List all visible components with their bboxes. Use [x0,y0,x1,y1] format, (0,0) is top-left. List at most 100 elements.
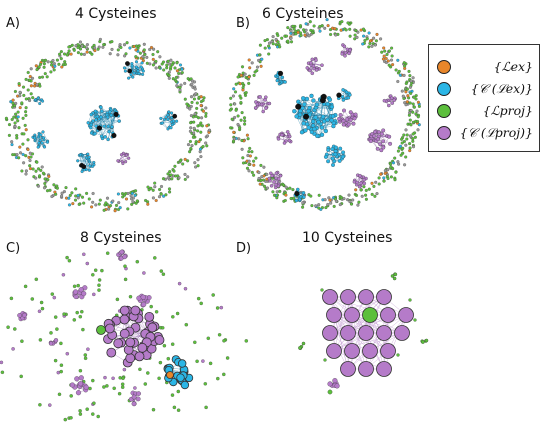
cluster-node [274,171,279,175]
ring-node [367,45,371,49]
ring-node [411,102,415,106]
ring-node [192,131,196,135]
cluster-node [108,110,112,114]
cluster-node [323,154,328,159]
ring-node [234,108,238,112]
scatter-node [96,414,100,419]
cluster-node [340,95,345,99]
ring-node [28,158,32,163]
small-node [413,318,417,322]
network-edge [310,63,323,66]
cluster-node [275,78,280,83]
cluster-node [86,152,90,156]
legend-item-c-lex: {𝒞 (ℒex)} [429,79,539,101]
ring-node [405,87,409,91]
ring-node [284,34,289,38]
cluster-node [136,69,140,73]
scatter-node [149,304,153,309]
legend-marker-blue [437,82,451,96]
ring-node [36,167,41,171]
cluster-node [338,146,343,151]
scatter-node [222,372,226,377]
ring-node [362,34,366,38]
cluster-node [375,146,380,151]
cluster-node [301,96,306,101]
ring-node [165,63,169,67]
ring-node [178,85,182,90]
ring-node [87,197,91,201]
ring-node [329,32,333,37]
ring-node [404,90,408,94]
ring-node [85,46,89,50]
scatter-node [49,331,53,335]
scatter-node [204,405,208,410]
ring-node [252,73,256,77]
ring-node [274,37,278,42]
ring-node [138,51,142,55]
ring-node [196,116,201,120]
network-8-cysteines [0,249,249,422]
scatter-node [216,376,220,381]
ring-node [289,36,293,40]
cluster-node [274,182,278,187]
cluster-node [393,272,398,277]
cluster-node [287,134,292,139]
ring-node [396,149,400,153]
ring-node [247,81,251,85]
ring-node [353,33,357,37]
ring-node [247,159,251,163]
ring-node [404,128,408,132]
scatter-node [23,284,28,289]
scatter-node [102,385,106,389]
scatter-node [166,356,171,361]
ring-node [311,30,315,35]
scatter-node [92,401,96,405]
marker-node [96,125,102,131]
ring-node [340,20,344,24]
ring-node [291,24,295,28]
ring-node [77,202,81,206]
ring-node [201,144,205,149]
ring-node [240,111,244,115]
ring-node [239,73,243,77]
ring-node [207,128,212,132]
ring-node [13,89,17,94]
cluster-node [141,301,147,307]
cluster-node [130,62,134,66]
cluster-node [75,390,82,396]
cluster-node [390,274,395,278]
ring-node [240,65,245,69]
scatter-node [183,286,188,291]
cluster-node [358,289,374,305]
ring-node [333,27,337,31]
scatter-node [219,305,224,310]
ring-node [375,32,379,36]
scatter-node [69,394,73,398]
ring-node [397,69,401,73]
ring-node [151,57,155,61]
ring-node [364,197,368,201]
cluster-node [123,69,127,73]
ring-node [398,73,402,77]
ring-node [236,114,240,118]
ring-node [47,174,51,178]
ring-node [43,181,47,186]
cluster-node [340,154,345,159]
ring-node [354,28,358,33]
cluster-node [327,381,333,387]
ring-node [60,194,64,198]
ring-node [296,30,300,34]
cluster-node [127,156,131,160]
scatter-node [69,416,73,420]
scatter-node [83,353,88,357]
ring-node [52,68,56,72]
ring-node [280,36,284,40]
ring-node [141,55,145,59]
ring-node [412,105,416,109]
ring-node [382,46,386,50]
ring-node [50,194,54,199]
scatter-node [97,278,102,282]
ring-node [195,106,199,110]
ring-node [271,35,275,39]
ring-node [13,104,17,108]
